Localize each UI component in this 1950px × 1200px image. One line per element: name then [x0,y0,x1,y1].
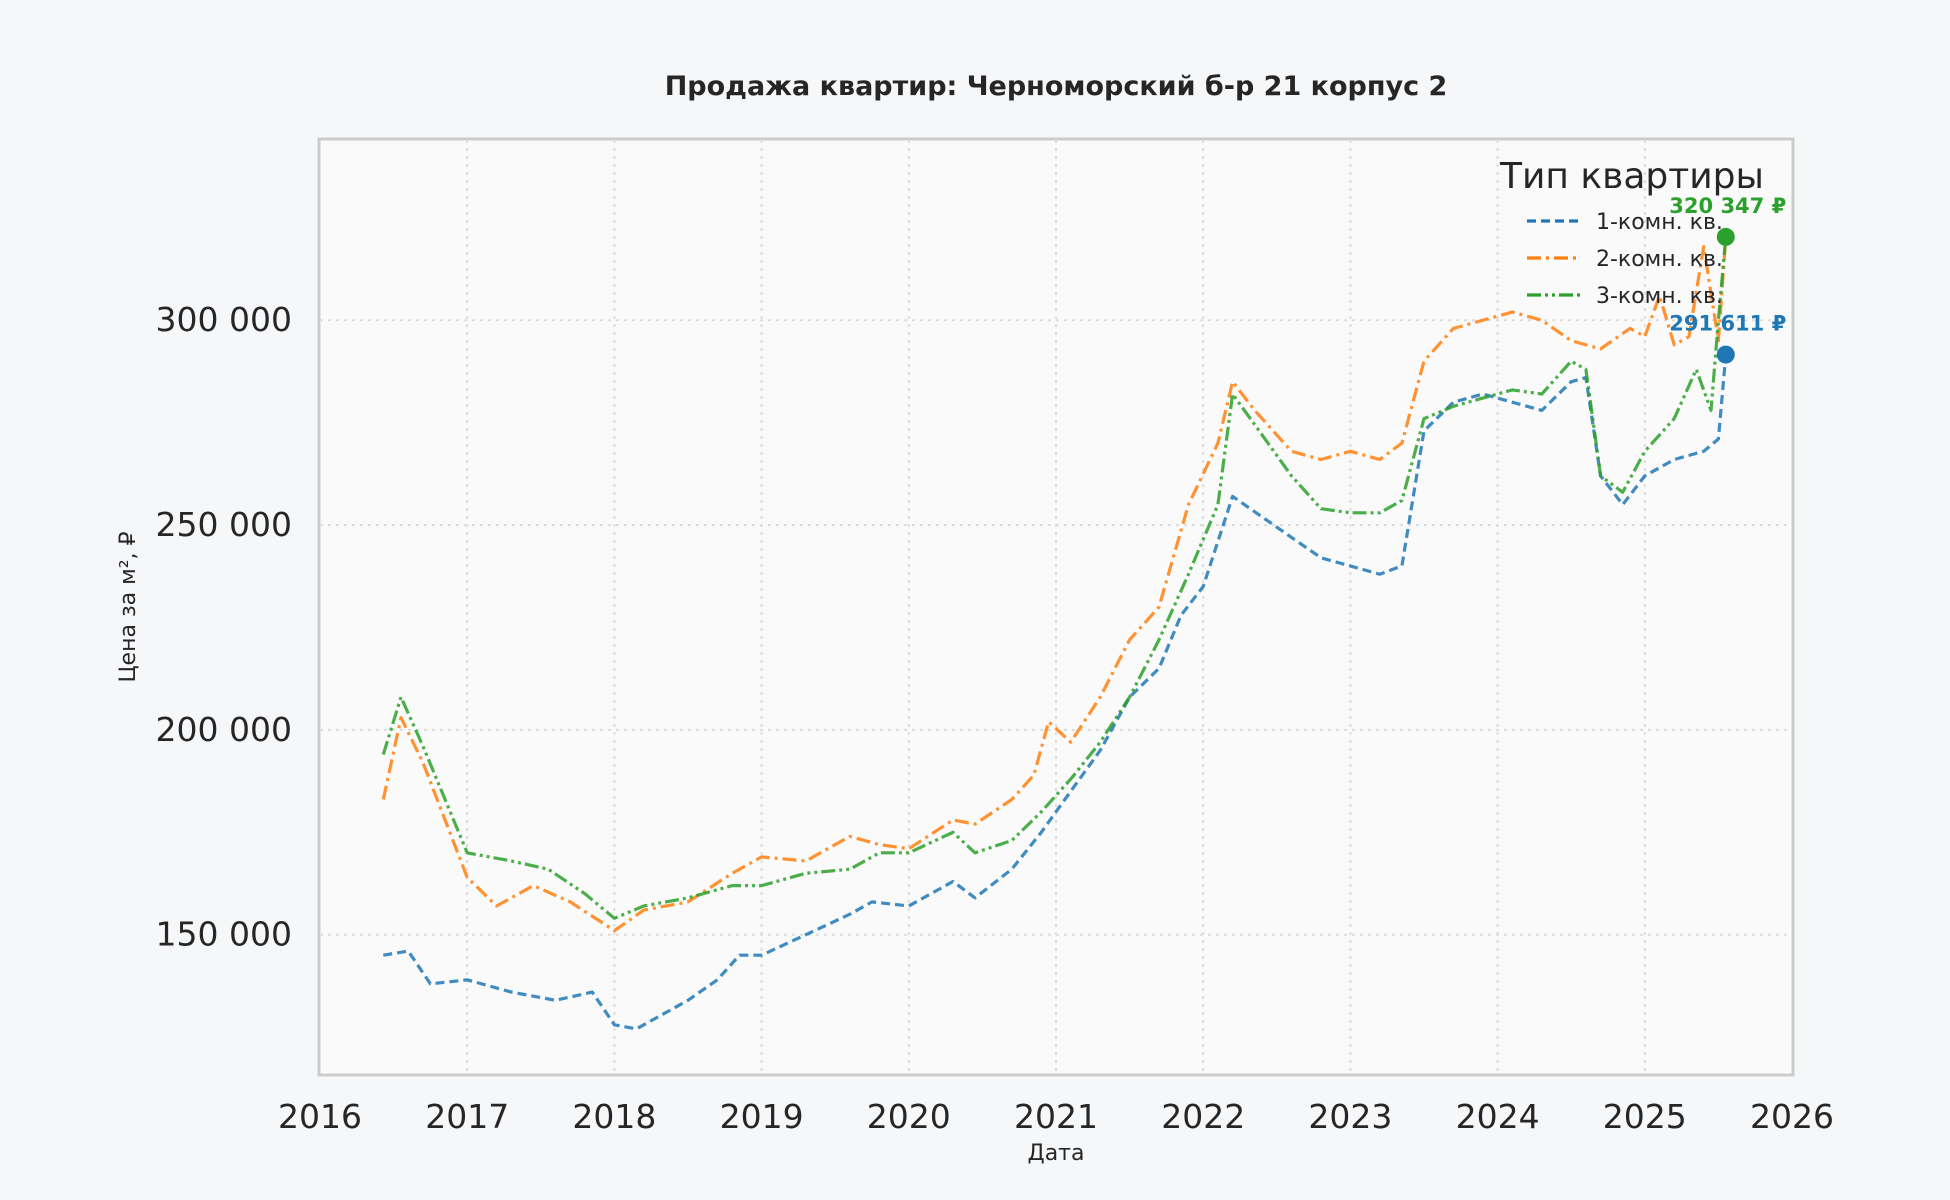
legend-entry-label: 1-комн. кв. [1596,210,1723,235]
x-tick-label: 2017 [425,1097,509,1136]
x-tick-label: 2016 [278,1097,362,1136]
y-axis-ticks: 150 000 200 000 250 000 300 000 [156,300,292,953]
series-line-2 [381,236,1728,933]
chart-title: Продажа квартир: Черноморский б-р 21 кор… [665,71,1448,102]
x-tick-label: 2022 [1161,1097,1245,1136]
y-tick-label: 200 000 [156,710,292,749]
x-tick-label: 2024 [1456,1097,1540,1136]
end-value-label: 320 347 ₽ [1669,194,1786,218]
annotations: 320 347 ₽ 291 611 ₽ [1669,194,1786,364]
x-tick-label: 2021 [1014,1097,1098,1136]
x-tick-label: 2018 [572,1097,656,1136]
end-point-marker [1716,227,1735,246]
series-line-3 [381,236,1728,920]
end-point-marker [1716,345,1735,364]
y-axis-label: Цена за м², ₽ [116,531,141,682]
legend-entry-label: 3-комн. кв. [1596,284,1723,309]
series-layer [381,236,1728,1031]
y-tick-label: 150 000 [156,915,292,954]
x-tick-label: 2023 [1308,1097,1392,1136]
legend-entry-label: 2-комн. кв. [1596,247,1723,272]
end-value-label: 291 611 ₽ [1669,312,1786,336]
x-axis-label: Дата [1028,1141,1085,1166]
x-tick-label: 2020 [867,1097,951,1136]
y-tick-label: 250 000 [156,505,292,544]
y-tick-label: 300 000 [156,300,292,339]
x-tick-label: 2026 [1750,1097,1834,1136]
x-tick-label: 2019 [720,1097,804,1136]
series-line-1 [383,354,1728,1031]
x-axis-ticks: 2016 2017 2018 2019 2020 2021 2022 2023 2024 2025… [278,1097,1834,1136]
legend-title: Тип квартиры [1499,156,1764,197]
x-tick-label: 2025 [1603,1097,1687,1136]
legend: Тип квартиры 1-комн. кв. 2-комн. кв. 3-ком… [1499,156,1764,309]
